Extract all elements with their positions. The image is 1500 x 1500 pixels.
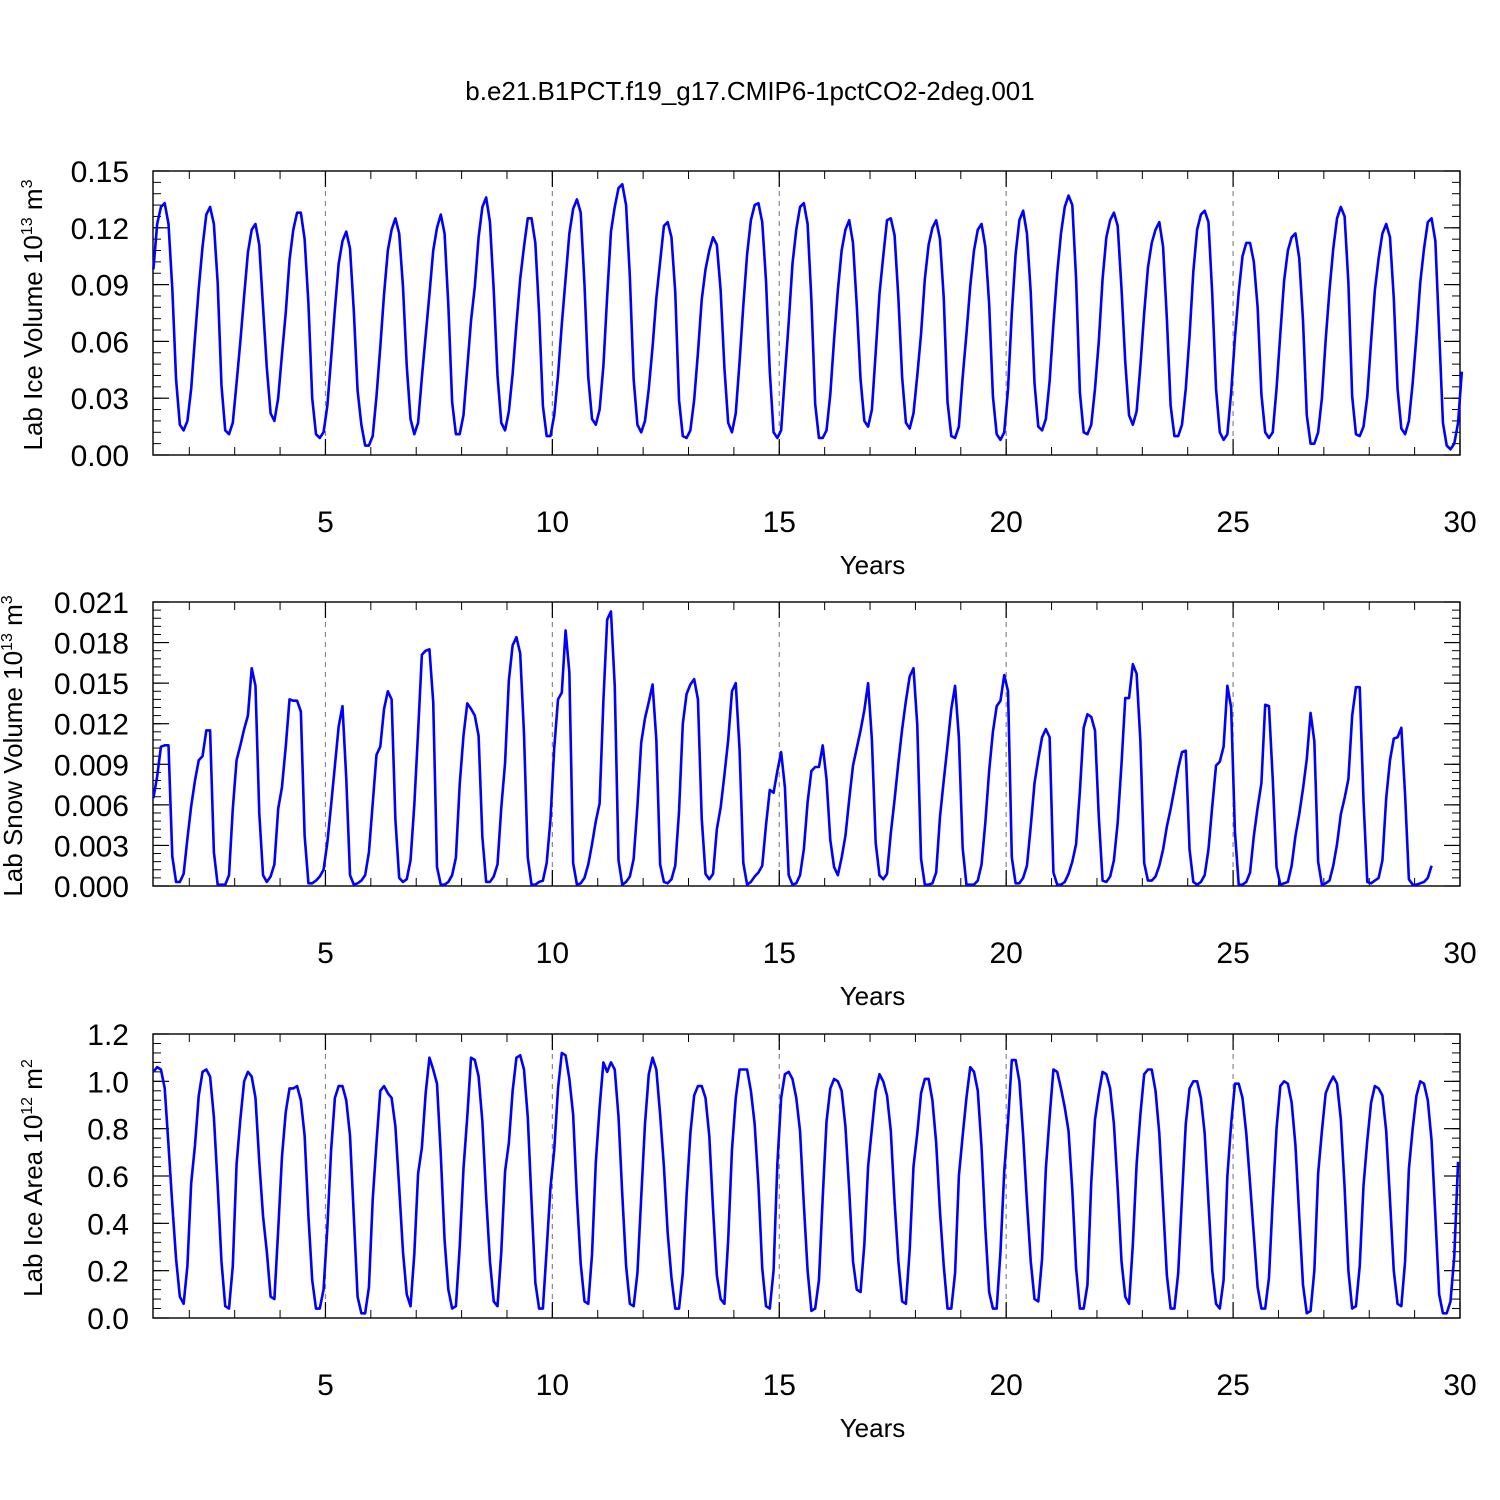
x-tick-label: 25	[1216, 937, 1249, 970]
y-tick-label: 0.021	[54, 587, 129, 620]
y-tick-label: 1.0	[87, 1066, 129, 1099]
x-tick-label: 30	[1443, 1369, 1476, 1402]
series-line	[152, 610, 1433, 886]
x-tick-label: 10	[536, 506, 569, 539]
y-tick-label: 0.012	[54, 709, 129, 742]
plot-frame	[152, 601, 1461, 887]
x-tick-label: 10	[536, 1369, 569, 1402]
series-line	[152, 1051, 1460, 1315]
y-tick-label: 0.4	[87, 1208, 129, 1241]
y-tick-label: 0.015	[54, 668, 129, 701]
x-tick-label: 25	[1216, 506, 1249, 539]
panel-ice-area: 0.0 0.2 0.4 0.6 0.8 1.0 1.2 5 10 15 20 25 30 Years Lab…	[18, 1019, 1477, 1443]
plot-frame	[152, 1033, 1461, 1319]
y-tick-label: 0.2	[87, 1256, 129, 1289]
y-tick-label: 0.018	[54, 628, 129, 661]
x-tick-label: 5	[317, 506, 334, 539]
x-tick-label: 15	[763, 937, 796, 970]
x-tick-label: 20	[989, 937, 1022, 970]
y-axis-title: Lab Ice Volume 1013 m3	[18, 179, 48, 450]
y-tick-label: 0.09	[71, 270, 129, 303]
y-tick-label: 0.009	[54, 749, 129, 782]
series-line	[152, 182, 1464, 451]
y-tick-label: 0.8	[87, 1114, 129, 1147]
x-tick-label: 25	[1216, 1369, 1249, 1402]
y-tick-label: 0.6	[87, 1161, 129, 1194]
y-tick-label: 0.15	[71, 156, 129, 189]
panel-snow-volume: 0.000 0.003 0.006 0.009 0.012 0.015 0.018 0.021…	[0, 587, 1477, 1011]
y-tick-label: 0.00	[71, 440, 129, 473]
y-tick-label: 0.0	[87, 1303, 129, 1336]
y-tick-label: 0.12	[71, 213, 129, 246]
x-tick-label: 15	[763, 1369, 796, 1402]
x-tick-label: 15	[763, 506, 796, 539]
y-tick-label: 1.2	[87, 1019, 129, 1052]
page-title: b.e21.B1PCT.f19_g17.CMIP6-1pctCO2-2deg.0…	[465, 76, 1035, 106]
y-tick-label: 0.003	[54, 830, 129, 863]
x-tick-label: 5	[317, 937, 334, 970]
x-tick-label: 30	[1443, 506, 1476, 539]
x-axis-title: Years	[840, 1413, 906, 1443]
y-axis-title: Lab Snow Volume 1013 m3	[0, 595, 28, 896]
x-axis-title: Years	[840, 981, 906, 1011]
plot-frame	[152, 170, 1461, 456]
panel-ice-volume: 0.00 0.03 0.06 0.09 0.12 0.15 5 10 15 20 25 30 Years…	[18, 156, 1477, 580]
y-tick-label: 0.000	[54, 871, 129, 904]
x-tick-label: 5	[317, 1369, 334, 1402]
y-tick-label: 0.06	[71, 326, 129, 359]
x-tick-label: 20	[989, 1369, 1022, 1402]
y-tick-label: 0.03	[71, 383, 129, 416]
y-tick-label: 0.006	[54, 790, 129, 823]
x-tick-label: 10	[536, 937, 569, 970]
x-tick-label: 30	[1443, 937, 1476, 970]
x-tick-label: 20	[989, 506, 1022, 539]
x-axis-title: Years	[840, 550, 906, 580]
y-axis-title: Lab Ice Area 1012 m2	[18, 1059, 48, 1297]
